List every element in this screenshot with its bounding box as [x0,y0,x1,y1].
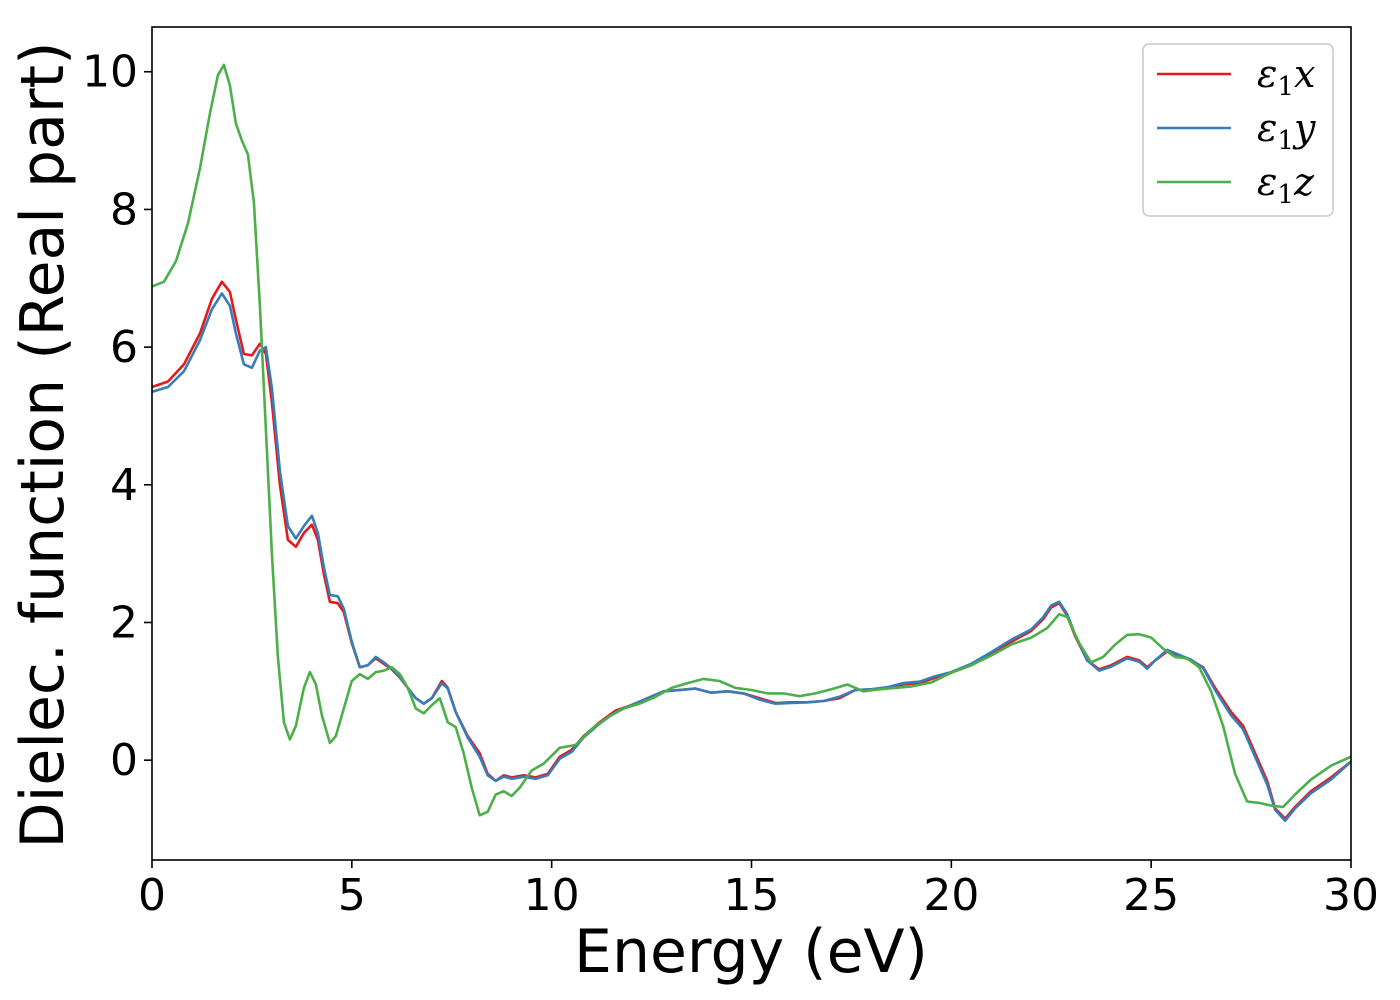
x-tick-label: 15 [724,870,780,921]
x-axis: 0 5 10 15 20 25 30 [138,860,1379,921]
legend-label-sub: 1 [1277,126,1294,156]
y-tick-label: 2 [110,597,138,648]
legend-label-base: ε [1257,52,1277,96]
legend-label-base: ε [1257,106,1277,150]
x-tick-label: 30 [1323,870,1379,921]
x-tick-label: 10 [524,870,580,921]
x-tick-label: 20 [923,870,979,921]
legend-label-z: ε1z [1257,160,1315,210]
x-tick-label: 0 [138,870,166,921]
y-tick-label: 6 [110,322,138,373]
x-tick-label: 25 [1123,870,1179,921]
legend-label-base: ε [1257,160,1277,204]
legend-label-y: ε1y [1257,106,1316,156]
x-axis-title: Energy (eV) [574,917,928,987]
series-line-z [152,63,1351,817]
y-tick-label: 8 [110,184,138,235]
legend-label-sub: 1 [1277,72,1294,102]
legend-label-var: y [1292,106,1316,150]
y-tick-label: 0 [110,735,138,786]
legend-label-sub: 1 [1277,180,1294,210]
series-layer [152,63,1351,823]
y-axis-title: Dielec. function (Real part) [8,42,78,849]
legend-label-x: ε1x [1257,52,1315,102]
legend-box [1142,43,1334,217]
y-axis: 0 2 4 6 8 10 [82,47,152,786]
legend-label-var: z [1293,160,1315,204]
y-tick-label: 10 [82,47,138,98]
legend-label-var: x [1294,52,1315,96]
y-tick-label: 4 [110,460,138,511]
x-tick-label: 5 [338,870,366,921]
